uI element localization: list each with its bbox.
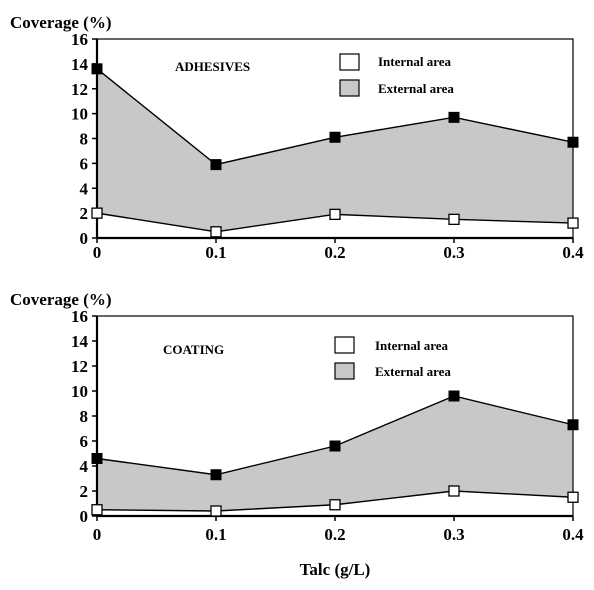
- x-tick-label: 0.3: [443, 243, 464, 262]
- y-tick-label: 14: [71, 332, 89, 351]
- x-tick-label: 0.2: [324, 243, 345, 262]
- external-point: [329, 131, 341, 143]
- y-tick-label: 0: [80, 507, 89, 526]
- x-tick-label: 0: [93, 243, 102, 262]
- y-tick-label: 0: [80, 229, 89, 248]
- internal-point: [448, 485, 460, 497]
- y-tick-label: 6: [80, 154, 89, 173]
- x-tick-label: 0.1: [205, 243, 226, 262]
- y-axis-title: Coverage (%): [10, 13, 112, 32]
- y-tick-label: 2: [80, 204, 89, 223]
- y-tick-label: 6: [80, 432, 89, 451]
- internal-point: [329, 499, 341, 511]
- y-tick-label: 2: [80, 482, 89, 501]
- plot-area: 0 2 4 6 8 10 12 14 16 0 0.1 0.2 0.3 0.4: [71, 30, 584, 262]
- internal-point: [91, 207, 103, 219]
- y-tick-label: 8: [80, 130, 89, 149]
- external-point: [567, 136, 579, 148]
- x-tick-label: 0.4: [562, 243, 584, 262]
- y-tick-label: 12: [71, 357, 88, 376]
- y-tick-label: 4: [80, 179, 89, 198]
- y-tick-label: 8: [80, 407, 89, 426]
- y-tick-label: 16: [71, 30, 88, 49]
- y-axis-title: Coverage (%): [10, 290, 112, 309]
- external-point: [91, 63, 103, 75]
- x-axis-title: Talc (g/L): [300, 560, 371, 579]
- internal-point: [210, 226, 222, 238]
- panel-title: COATING: [163, 342, 224, 357]
- external-area-fill: [97, 68, 573, 232]
- internal-point: [210, 505, 222, 517]
- y-tick-label: 16: [71, 307, 88, 326]
- external-point: [448, 390, 460, 402]
- y-tick-label: 10: [71, 382, 88, 401]
- x-tick-label: 0.4: [562, 525, 584, 544]
- internal-point: [567, 491, 579, 503]
- y-tick-label: 14: [71, 55, 89, 74]
- internal-point: [329, 208, 341, 221]
- legend-swatch-internal: [334, 336, 355, 354]
- external-point: [210, 469, 222, 481]
- panel-title: ADHESIVES: [175, 59, 250, 74]
- x-tick-label: 0.1: [205, 525, 226, 544]
- legend: Internal area External area: [339, 53, 454, 97]
- external-area-fill: [97, 396, 573, 511]
- legend: Internal area External area: [334, 336, 451, 380]
- x-tick-label: 0.2: [324, 525, 345, 544]
- y-tick-label: 10: [71, 105, 88, 124]
- external-point: [329, 440, 341, 452]
- external-point: [567, 419, 579, 431]
- legend-label-external: External area: [375, 364, 451, 379]
- x-tick-label: 0: [93, 525, 102, 544]
- legend-label-internal: Internal area: [375, 338, 449, 353]
- internal-point: [567, 217, 579, 229]
- internal-point: [91, 504, 103, 516]
- y-tick-label: 12: [71, 80, 88, 99]
- external-point: [448, 111, 460, 123]
- legend-swatch-external: [334, 362, 355, 380]
- legend-swatch-external: [339, 79, 360, 97]
- x-tick-label: 0.3: [443, 525, 464, 544]
- external-point: [91, 453, 103, 464]
- legend-label-internal: Internal area: [378, 54, 452, 69]
- internal-point: [448, 213, 460, 225]
- plot-area: 0 2 4 6 8 10 12 14 16 0 0.1 0.2 0.3 0.4: [71, 307, 584, 544]
- external-point: [210, 159, 222, 171]
- legend-swatch-internal: [339, 53, 360, 71]
- legend-label-external: External area: [378, 81, 454, 96]
- y-tick-label: 4: [80, 457, 89, 476]
